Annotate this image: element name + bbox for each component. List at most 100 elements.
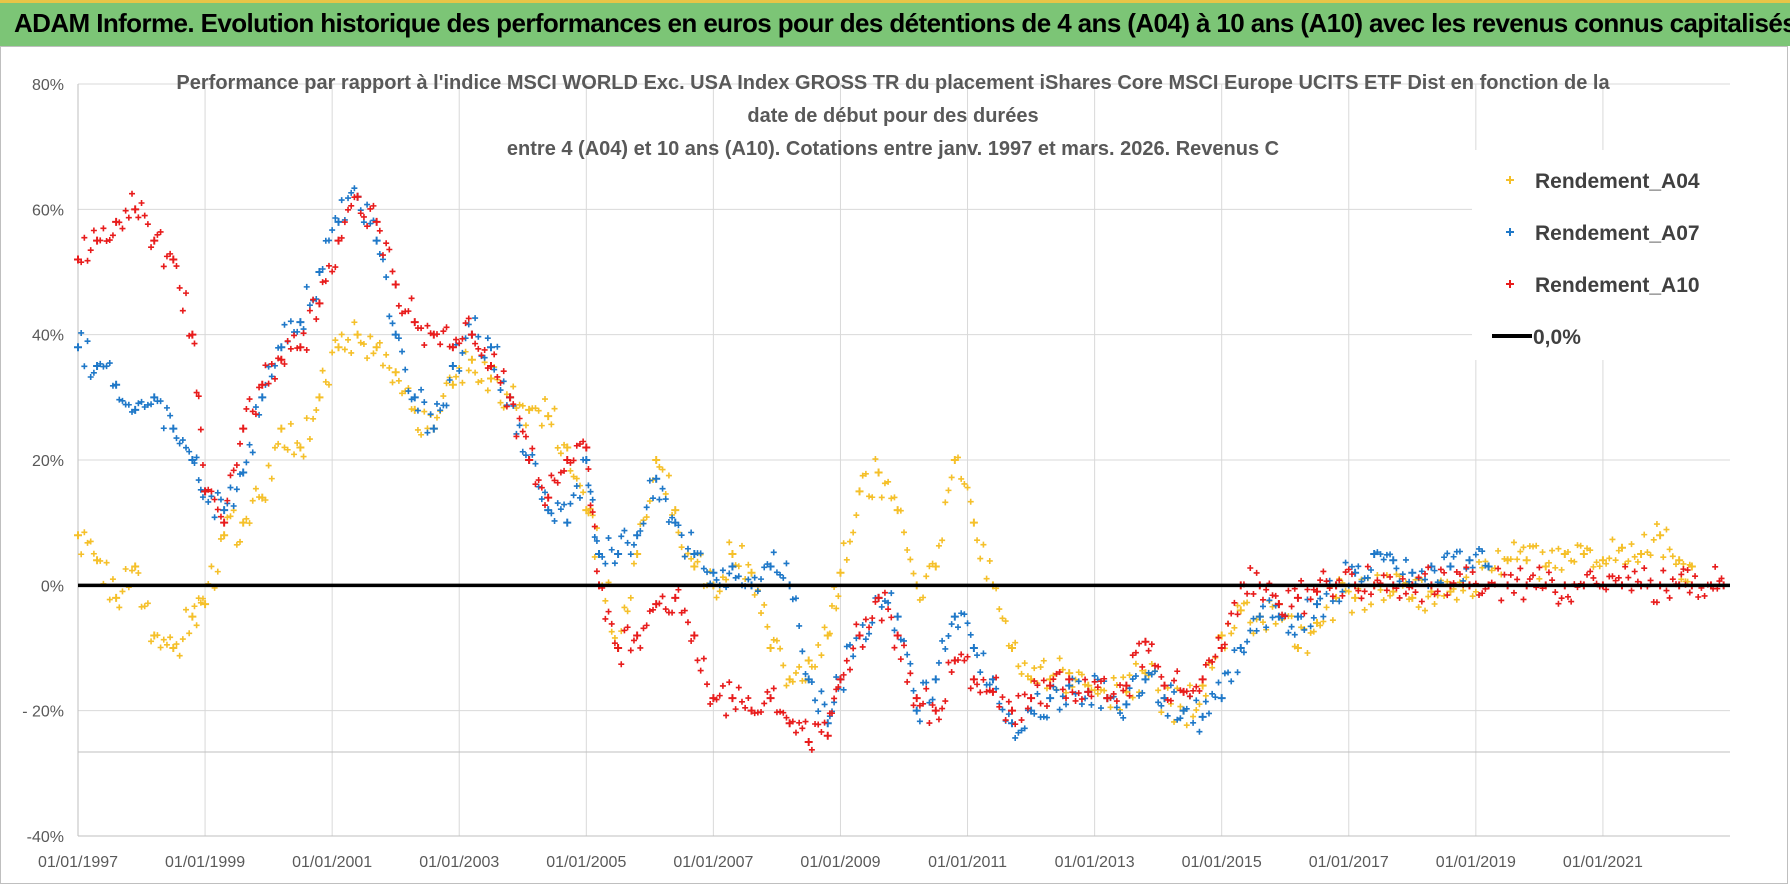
data-point-fill (275, 440, 282, 447)
data-point-fill (535, 407, 542, 414)
data-point-fill (1625, 574, 1632, 581)
data-point (112, 380, 121, 389)
data-point-fill (233, 486, 240, 493)
data-point-fill (106, 596, 113, 603)
data-point-fill (1059, 666, 1066, 673)
data-point-fill (519, 428, 526, 435)
data-point-fill (522, 433, 529, 440)
data-point (201, 600, 210, 609)
data-point-fill (1282, 613, 1289, 620)
data-point-fill (926, 699, 933, 706)
data-point-fill (758, 709, 765, 716)
data-point (487, 362, 495, 370)
data-point-fill (1584, 545, 1591, 552)
data-point-fill (608, 620, 615, 627)
data-point-fill (1259, 619, 1266, 626)
data-point (1198, 712, 1207, 721)
data-point-fill (573, 475, 580, 482)
data-point-fill (897, 507, 904, 514)
data-point-fill (1568, 557, 1575, 564)
data-point-fill (846, 641, 853, 648)
y-tick-label: 20% (32, 453, 64, 470)
data-point-fill (1317, 577, 1324, 584)
data-point-fill (1167, 697, 1174, 704)
data-point-fill (284, 338, 291, 345)
data-point-fill (383, 351, 390, 358)
data-point-fill (440, 328, 447, 335)
data-point-fill (662, 606, 669, 613)
data-point-fill (1380, 572, 1387, 579)
data-point-fill (1422, 570, 1429, 577)
data-point-fill (916, 718, 923, 725)
data-point-fill (700, 655, 707, 662)
data-point-fill (1418, 568, 1425, 575)
data-point-fill (1043, 703, 1050, 710)
data-point-fill (1247, 565, 1254, 572)
data-point-fill (84, 539, 91, 546)
data-point-fill (1364, 563, 1371, 570)
data-point-fill (904, 678, 911, 685)
data-point-fill (262, 362, 269, 369)
data-point (1598, 556, 1607, 565)
data-point-fill (1190, 687, 1197, 694)
data-point-fill (1402, 590, 1409, 597)
data-point-fill (122, 566, 129, 573)
chart-title-line: date de début pour des durées (747, 105, 1038, 127)
data-point-fill (1253, 627, 1260, 634)
data-point-fill (923, 679, 930, 686)
data-point-fill (370, 202, 377, 209)
data-point (633, 550, 642, 558)
data-point-fill (173, 263, 180, 270)
data-point-fill (732, 574, 739, 581)
data-point-fill (967, 685, 974, 692)
data-point-fill (1680, 566, 1687, 573)
data-point (652, 474, 661, 483)
data-point-fill (1190, 719, 1197, 726)
data-point-fill (1234, 611, 1241, 618)
data-point (1522, 556, 1531, 565)
data-point (1446, 562, 1455, 571)
data-point-fill (1231, 624, 1238, 631)
data-point-fill (1053, 670, 1060, 677)
data-point-fill (1564, 549, 1571, 556)
data-point-fill (338, 234, 345, 241)
data-point-fill (389, 320, 396, 327)
data-point-fill (1387, 592, 1394, 599)
data-point (188, 330, 197, 339)
data-point-fill (958, 610, 965, 617)
data-point-fill (1310, 614, 1317, 621)
legend: Rendement_A04 Rendement_A07 Rendement_A10 0… (1492, 170, 1700, 349)
data-point-fill (246, 396, 253, 403)
data-point (544, 493, 553, 502)
data-point-fill (1202, 692, 1209, 699)
data-point-fill (1310, 628, 1317, 635)
y-tick-label: 60% (32, 202, 64, 219)
data-point (487, 343, 495, 352)
data-point-fill (1552, 589, 1559, 596)
data-point-fill (1186, 682, 1193, 689)
data-point (296, 318, 305, 327)
data-point (1065, 675, 1074, 684)
data-point-fill (561, 501, 568, 508)
data-point-fill (1396, 578, 1403, 585)
data-point-fill (399, 348, 406, 355)
data-point-fill (796, 719, 803, 726)
data-point-fill (1110, 674, 1117, 681)
data-point-fill (608, 628, 615, 635)
data-point-fill (1463, 574, 1470, 581)
data-point-fill (386, 364, 393, 371)
data-point (1008, 644, 1017, 652)
data-point (855, 631, 864, 640)
data-point-fill (249, 449, 256, 456)
legend-marker-Rendement_A10 (1506, 280, 1514, 288)
data-point-fill (252, 411, 259, 418)
data-point-fill (1692, 573, 1699, 580)
data-point-fill (726, 679, 733, 686)
data-point-fill (1323, 604, 1330, 611)
data-point-fill (433, 331, 440, 338)
data-point-fill (1510, 539, 1517, 546)
data-point-fill (853, 621, 860, 628)
data-point-fill (1396, 594, 1403, 601)
data-point-fill (1555, 545, 1562, 552)
